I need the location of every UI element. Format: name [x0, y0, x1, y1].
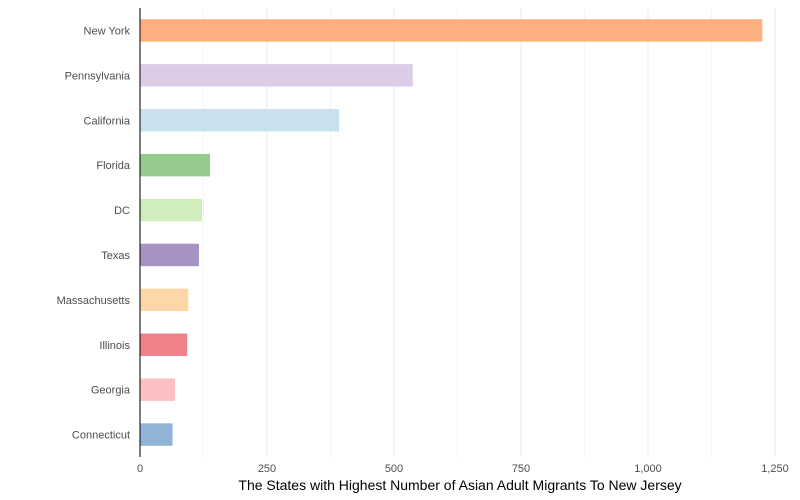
y-tick-label: Illinois [99, 340, 130, 352]
x-tick-labels: 0 250 500 750 1,000 1,250 [137, 463, 789, 475]
x-tick-label: 500 [385, 463, 403, 475]
bar [140, 378, 176, 401]
x-tick-label: 0 [137, 463, 143, 475]
y-tick-label: New York [84, 25, 131, 37]
y-tick-label: Pennsylvania [65, 70, 131, 82]
y-tick-label: Georgia [91, 385, 131, 397]
y-tick-label: DC [114, 205, 130, 217]
x-axis-label: The States with Highest Number of Asian … [238, 477, 681, 493]
bars [140, 19, 763, 446]
y-tick-label: Connecticut [72, 430, 130, 442]
bar [140, 243, 199, 267]
y-tick-labels: New York Pennsylvania California Florida DC T… [57, 25, 131, 441]
y-tick-label: Florida [96, 160, 131, 172]
bar [140, 333, 188, 356]
y-tick-label: California [84, 115, 131, 127]
y-tick-label: Texas [101, 250, 130, 262]
x-tick-label: 1,000 [634, 463, 662, 475]
bar [140, 64, 413, 87]
y-tick-label: Massachusetts [57, 295, 131, 307]
x-tick-label: 250 [258, 463, 276, 475]
bar [140, 288, 189, 312]
bar [140, 198, 202, 222]
bar [140, 19, 763, 42]
bar [140, 423, 173, 446]
x-tick-label: 750 [512, 463, 530, 475]
bar [140, 153, 211, 177]
bar [140, 109, 340, 132]
x-tick-label: 1,250 [761, 463, 789, 475]
